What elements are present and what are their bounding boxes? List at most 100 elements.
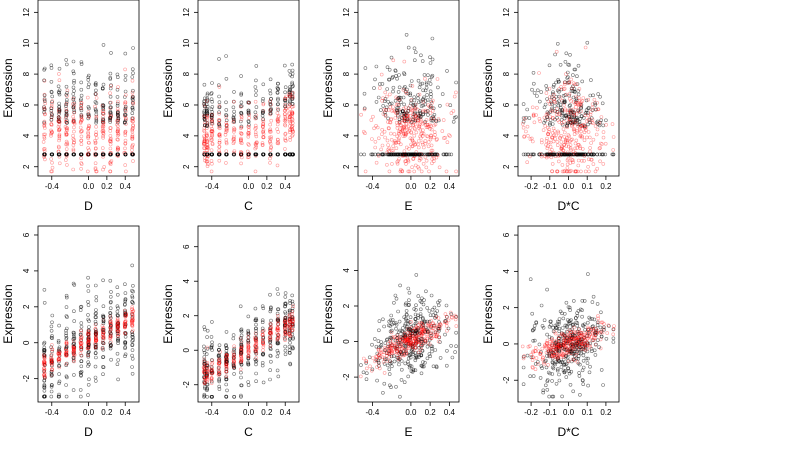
point bbox=[217, 83, 221, 87]
point bbox=[108, 334, 113, 339]
point bbox=[50, 94, 55, 99]
point bbox=[290, 306, 295, 311]
point bbox=[383, 113, 388, 117]
point bbox=[406, 113, 410, 118]
point bbox=[361, 356, 366, 361]
point bbox=[261, 341, 265, 345]
point bbox=[408, 120, 413, 124]
point bbox=[93, 92, 98, 96]
point bbox=[232, 113, 236, 117]
point bbox=[424, 86, 429, 90]
x-tick-label: 0.2 bbox=[101, 182, 113, 191]
point bbox=[72, 347, 76, 351]
point bbox=[543, 154, 547, 158]
point bbox=[370, 356, 375, 360]
point bbox=[557, 94, 562, 99]
point bbox=[428, 61, 433, 65]
point bbox=[116, 377, 120, 382]
point bbox=[116, 146, 120, 150]
point bbox=[204, 145, 209, 149]
point bbox=[412, 58, 417, 63]
point bbox=[416, 294, 421, 298]
point bbox=[288, 119, 292, 124]
point bbox=[381, 112, 386, 116]
point bbox=[260, 143, 265, 147]
point bbox=[419, 169, 424, 174]
point bbox=[254, 78, 258, 83]
point bbox=[123, 113, 128, 117]
point bbox=[210, 348, 214, 352]
point bbox=[94, 133, 98, 137]
point bbox=[595, 127, 600, 132]
y-tick-label: 12 bbox=[182, 7, 191, 16]
point bbox=[209, 159, 214, 163]
point bbox=[290, 127, 294, 131]
point bbox=[574, 138, 579, 143]
point bbox=[433, 330, 438, 334]
point bbox=[130, 321, 134, 326]
point bbox=[544, 112, 549, 117]
point bbox=[240, 344, 244, 349]
point bbox=[217, 372, 222, 377]
point bbox=[409, 79, 414, 83]
point bbox=[94, 308, 98, 312]
point bbox=[268, 330, 273, 335]
point bbox=[361, 129, 366, 134]
point bbox=[584, 98, 589, 103]
point bbox=[79, 152, 84, 157]
point bbox=[56, 357, 61, 362]
point bbox=[57, 359, 61, 364]
point bbox=[420, 142, 425, 147]
point bbox=[239, 333, 244, 338]
point bbox=[129, 318, 134, 323]
point bbox=[386, 100, 391, 104]
point bbox=[203, 367, 207, 371]
point bbox=[239, 328, 243, 333]
point bbox=[218, 134, 222, 139]
point bbox=[71, 281, 76, 286]
point bbox=[57, 372, 61, 376]
x-tick-label: 0.0 bbox=[563, 182, 575, 191]
point bbox=[217, 347, 221, 352]
point bbox=[408, 91, 413, 96]
point bbox=[217, 370, 221, 374]
y-tick-label: 0 bbox=[182, 347, 191, 352]
point bbox=[130, 300, 135, 304]
point bbox=[283, 348, 288, 353]
point bbox=[254, 359, 258, 364]
point bbox=[116, 132, 121, 137]
point bbox=[49, 394, 54, 399]
point bbox=[549, 100, 554, 105]
point bbox=[382, 110, 387, 115]
point bbox=[401, 134, 406, 138]
point bbox=[412, 98, 417, 103]
point bbox=[253, 169, 258, 174]
point bbox=[276, 114, 281, 118]
point bbox=[123, 324, 127, 329]
point bbox=[50, 367, 55, 371]
point bbox=[425, 123, 430, 127]
point bbox=[387, 68, 392, 72]
point bbox=[276, 322, 281, 326]
point bbox=[398, 142, 403, 147]
point bbox=[101, 318, 106, 322]
point bbox=[547, 130, 551, 134]
point bbox=[78, 351, 83, 356]
point bbox=[239, 138, 243, 143]
point bbox=[100, 345, 105, 350]
point bbox=[78, 370, 83, 375]
point bbox=[567, 92, 572, 96]
point bbox=[116, 99, 120, 104]
point bbox=[416, 145, 421, 150]
point bbox=[554, 49, 559, 54]
point bbox=[419, 136, 423, 140]
point bbox=[202, 139, 206, 144]
point bbox=[261, 135, 266, 139]
y-tick-label: 2 bbox=[22, 304, 31, 309]
point bbox=[275, 141, 280, 145]
point bbox=[563, 108, 567, 113]
point bbox=[421, 131, 426, 136]
point bbox=[100, 346, 105, 351]
point bbox=[434, 155, 439, 160]
point bbox=[416, 142, 420, 147]
